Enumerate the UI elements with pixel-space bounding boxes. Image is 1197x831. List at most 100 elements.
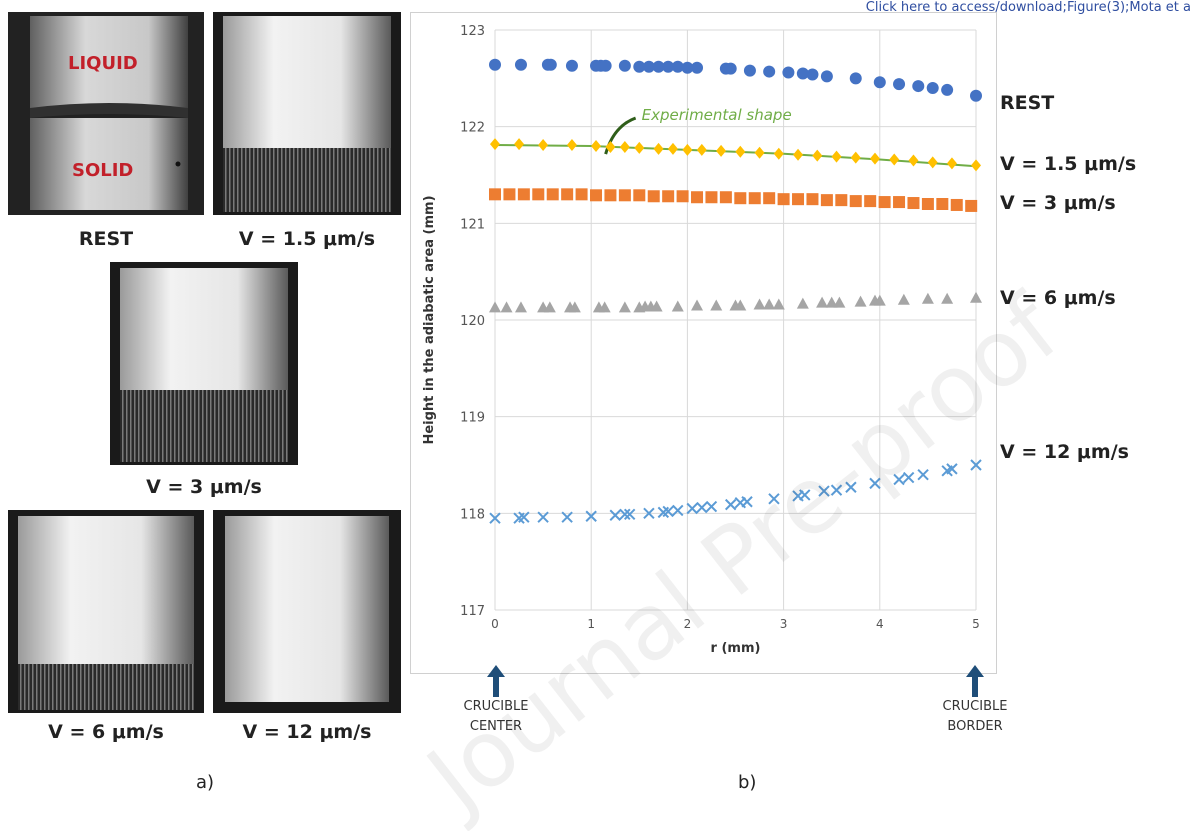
point-rest <box>796 67 809 80</box>
point-rest <box>743 64 756 77</box>
point-v6 <box>543 301 556 313</box>
arrow-up-icon <box>965 665 985 697</box>
point-v6 <box>816 296 829 308</box>
caption-v12: V = 12 μm/s <box>242 721 372 743</box>
arrow-up-icon <box>486 665 506 697</box>
point-v1-5 <box>619 140 630 153</box>
point-v12 <box>724 498 737 511</box>
point-rest <box>671 60 684 73</box>
crucible-center-line2: CENTER <box>469 719 523 734</box>
point-v6 <box>833 296 846 308</box>
point-v12 <box>662 505 674 518</box>
point-v1-5 <box>735 145 746 158</box>
point-rest <box>873 76 886 89</box>
point-rest <box>652 60 665 73</box>
point-v12 <box>946 463 958 475</box>
point-v3 <box>936 198 949 210</box>
point-v1-5 <box>908 154 919 167</box>
point-v12 <box>768 493 780 505</box>
point-v6 <box>873 294 886 306</box>
point-rest <box>642 60 655 73</box>
point-v3 <box>748 192 761 205</box>
caption-v1-5: V = 1.5 μm/s <box>238 228 376 250</box>
y-tick-label: 122 <box>460 121 485 136</box>
point-rest <box>565 59 578 72</box>
caption-v3: V = 3 μm/s <box>146 476 262 498</box>
y-axis-label: Height in the adiabatic area (mm) <box>422 195 437 444</box>
point-rest <box>691 61 704 74</box>
crucible-border-note: CRUCIBLE BORDER <box>925 697 1025 737</box>
point-v3 <box>662 190 675 203</box>
point-v12 <box>893 473 905 486</box>
point-v3 <box>965 199 978 212</box>
point-v3 <box>546 188 559 201</box>
caption-v6: V = 6 μm/s <box>48 721 164 743</box>
crucible-center-line1: CRUCIBLE <box>463 699 529 714</box>
point-rest <box>514 58 527 71</box>
point-v1-5 <box>653 142 664 155</box>
label-rest: REST <box>1000 92 1055 114</box>
point-v3 <box>806 193 819 206</box>
point-v1-5 <box>869 152 880 165</box>
point-v3 <box>590 189 603 202</box>
point-rest <box>489 58 501 71</box>
point-v1-5 <box>889 153 900 166</box>
point-v3 <box>835 194 848 207</box>
point-rest <box>893 78 906 91</box>
point-v12 <box>643 507 655 520</box>
liquid-tag: LIQUID <box>68 53 138 74</box>
point-v3 <box>489 188 501 201</box>
point-v6 <box>500 301 513 313</box>
point-v6 <box>970 291 982 303</box>
point-v3 <box>921 198 934 210</box>
point-v6 <box>772 298 785 310</box>
point-v3 <box>907 197 920 210</box>
point-v1-5 <box>514 138 525 151</box>
point-v1-5 <box>605 140 616 153</box>
point-v3 <box>604 189 617 202</box>
point-v12 <box>741 496 753 508</box>
point-rest <box>763 65 776 78</box>
caption-rest: REST <box>78 228 134 250</box>
point-rest <box>926 82 939 94</box>
point-rest <box>724 62 737 75</box>
y-tick-label: 121 <box>460 217 485 232</box>
photo-v3 <box>110 262 298 465</box>
photo-rest <box>8 12 204 215</box>
point-v6 <box>734 299 747 311</box>
panel-b-label: b) <box>738 772 757 793</box>
point-v12 <box>845 481 857 493</box>
point-v1-5 <box>696 143 707 156</box>
point-v6 <box>921 292 934 304</box>
point-v12 <box>696 501 708 514</box>
point-v12 <box>830 484 843 496</box>
point-v12 <box>537 511 549 523</box>
label-v3: V = 3 μm/s <box>1000 192 1116 214</box>
point-rest <box>820 70 833 83</box>
point-rest <box>544 58 557 71</box>
label-v6: V = 6 μm/s <box>1000 287 1116 309</box>
point-v12 <box>489 512 501 524</box>
point-v12 <box>970 459 982 471</box>
point-v3 <box>575 188 588 201</box>
point-v6 <box>897 293 910 305</box>
point-v3 <box>517 188 530 201</box>
point-rest <box>806 68 819 81</box>
point-v3 <box>719 191 732 204</box>
point-v3 <box>849 195 862 208</box>
x-tick-label: 3 <box>780 617 788 631</box>
point-v1-5 <box>490 138 500 151</box>
point-v3 <box>503 188 516 201</box>
point-rest <box>941 83 954 96</box>
x-tick-label: 0 <box>491 617 499 631</box>
point-v3 <box>705 191 718 204</box>
point-v3 <box>633 189 646 202</box>
point-v12 <box>518 511 530 523</box>
point-rest <box>970 89 982 102</box>
point-rest <box>782 66 795 79</box>
point-v12 <box>619 508 631 521</box>
point-rest <box>912 80 925 93</box>
point-v12 <box>585 510 597 522</box>
experimental-shape-line <box>494 144 977 168</box>
crucible-border-line1: CRUCIBLE <box>942 699 1008 714</box>
